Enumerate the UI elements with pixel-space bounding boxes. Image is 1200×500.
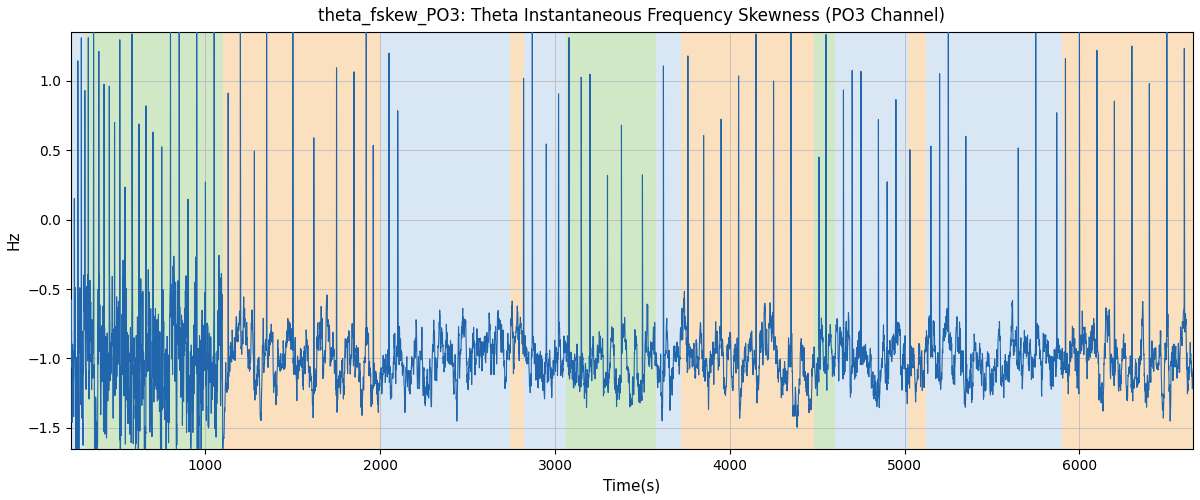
Bar (656, 32, 680, 449)
Bar (814, 32, 835, 449)
Bar (680, 32, 814, 449)
Bar (71, 32, 85, 449)
Bar (1062, 32, 1193, 449)
Bar (223, 32, 380, 449)
Y-axis label: Hz: Hz (7, 230, 22, 250)
Bar (925, 32, 1048, 449)
Title: theta_fskew_PO3: Theta Instantaneous Frequency Skewness (PO3 Channel): theta_fskew_PO3: Theta Instantaneous Fre… (318, 7, 946, 25)
Bar (1048, 32, 1062, 449)
Bar (510, 32, 523, 449)
Bar (85, 32, 223, 449)
Bar (523, 32, 565, 449)
Bar (835, 32, 908, 449)
X-axis label: Time(s): Time(s) (604, 478, 660, 493)
Bar (908, 32, 925, 449)
Bar (565, 32, 656, 449)
Bar (380, 32, 510, 449)
